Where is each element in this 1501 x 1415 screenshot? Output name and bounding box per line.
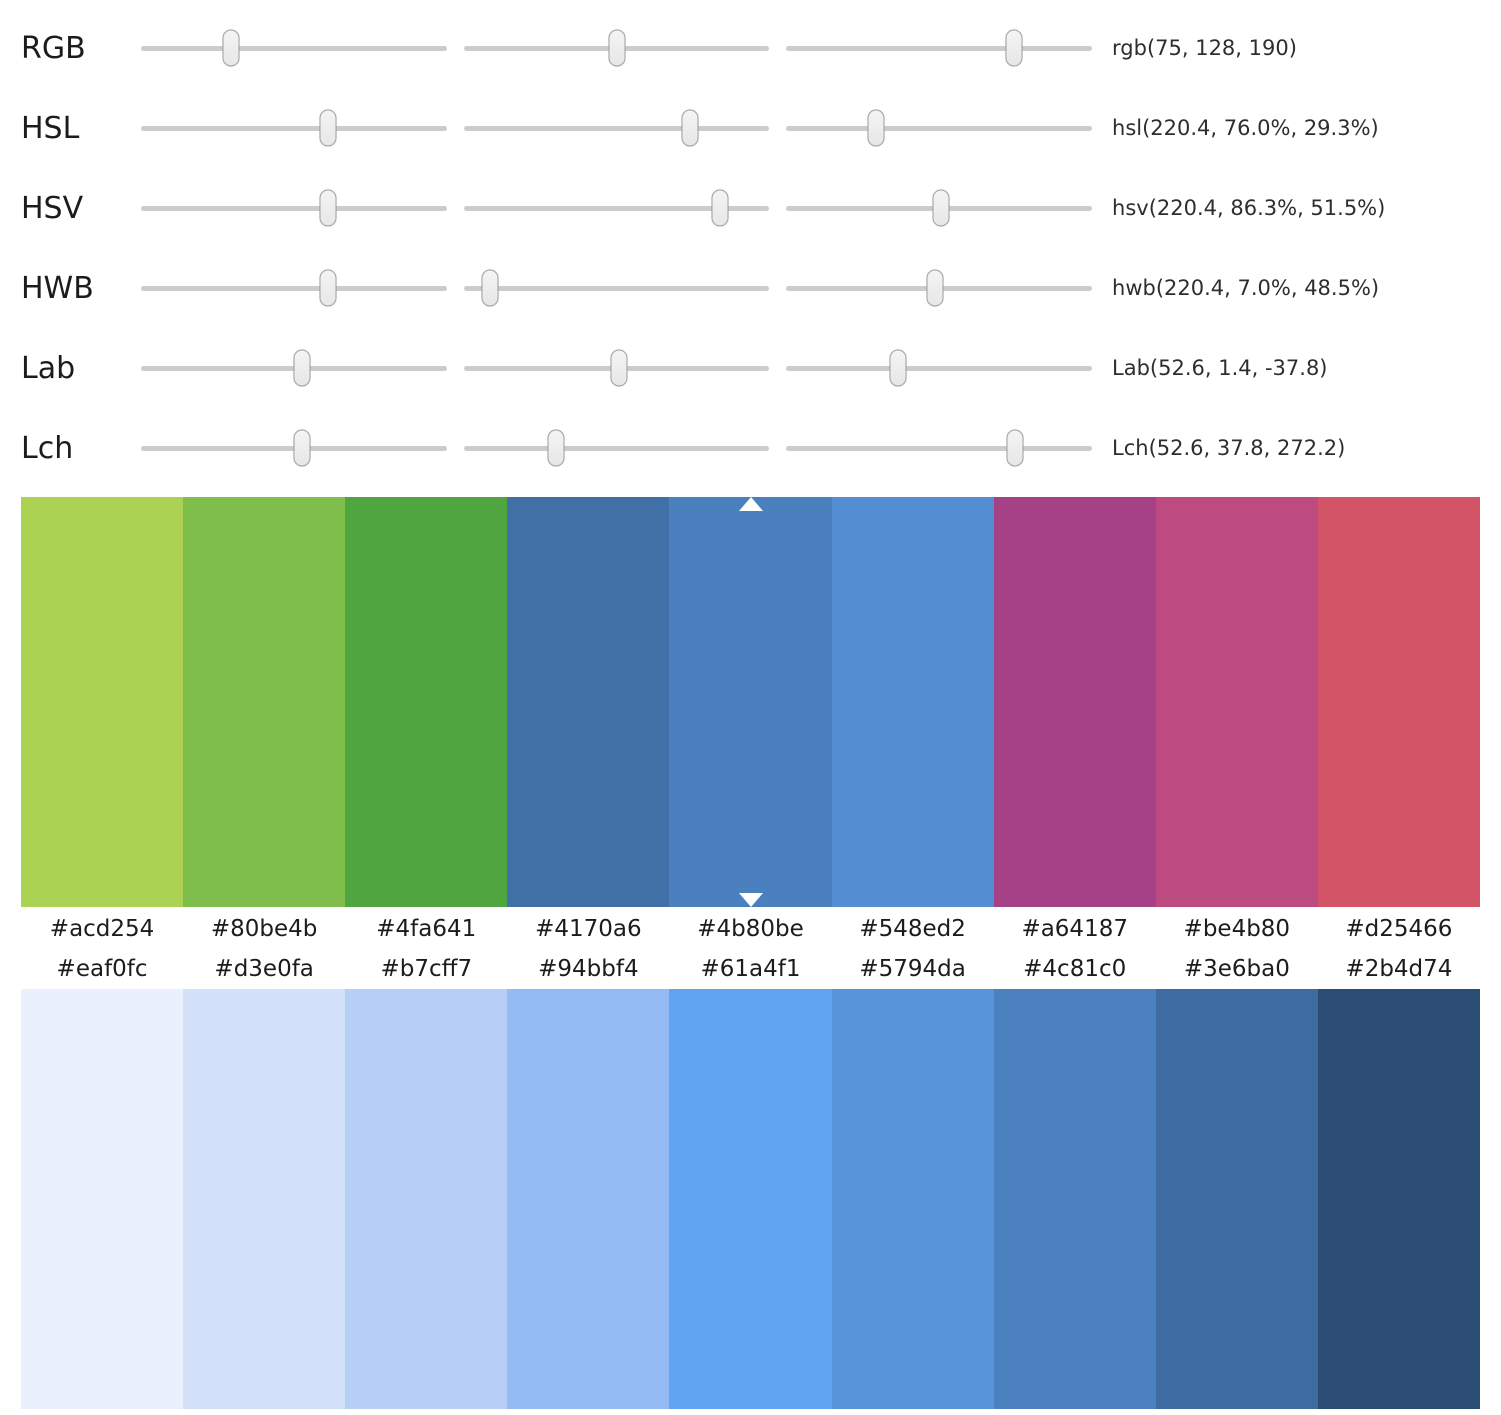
hue-hex-label-3: #4fa641 [376,916,477,942]
shade-hex-label-4: #94bbf4 [538,955,639,982]
hsl-slider-thumb-2[interactable] [681,109,699,147]
hue-swatch-3[interactable] [345,497,508,907]
hsv-slider-thumb-1[interactable] [319,189,337,227]
rgb-value-text: rgb(75, 128, 190) [1112,36,1297,60]
shade-swatch-1[interactable] [21,989,184,1410]
hsl-slider-thumb-1[interactable] [319,109,337,147]
hwb-value-text: hwb(220.4, 7.0%, 48.5%) [1112,276,1380,300]
shade-hex-label-7: #4c81c0 [1023,955,1127,982]
shade-palette-hex-labels: #eaf0fc #d3e0fa #b7cff7 #94bbf4 #61a4f1 #5794… [21,954,1480,990]
shade-swatch-9[interactable] [1317,989,1480,1410]
hwb-slider-track-1[interactable] [141,269,447,307]
rgb-slider-track-2[interactable] [463,29,770,67]
hue-hex-label-7: #a64187 [1021,916,1128,942]
hue-hex-label-6: #548ed2 [859,916,966,942]
shade-hex-label-2: #d3e0fa [214,955,314,982]
lch-value-text: Lch(52.6, 37.8, 272.2) [1112,436,1346,460]
slider-row-hsv: HSV hsv(220.4, 86.3%, 51.5%) [21,168,1480,248]
shade-palette-strip [21,989,1480,1410]
shade-hex-label-5: #61a4f1 [700,955,801,982]
shade-hex-label-9: #2b4d74 [1345,955,1453,982]
shade-hex-label-1: #eaf0fc [56,955,148,982]
slider-row-rgb: RGB rgb(75, 128, 190) [21,8,1480,88]
lab-slider-track-2[interactable] [463,349,770,387]
rgb-slider-track-3[interactable] [786,29,1093,67]
hue-swatch-4[interactable] [507,497,670,907]
hue-swatch-7[interactable] [993,497,1156,907]
shade-swatch-6[interactable] [831,989,994,1410]
shade-swatch-8[interactable] [1155,989,1318,1410]
hsl-slider-track-2[interactable] [463,109,770,147]
lch-slider-track-1[interactable] [141,429,447,467]
hue-palette-hex-labels: #acd254 #80be4b #4fa641 #4170a6 #4b80be #548e… [21,907,1480,954]
lab-slider-track-1[interactable] [141,349,447,387]
hue-hex-label-5: #4b80be [697,916,804,942]
hue-swatch-9[interactable] [1317,497,1480,907]
lch-slider-thumb-3[interactable] [1006,429,1024,467]
colorspace-label-hsl: HSL [21,110,80,146]
lab-slider-thumb-2[interactable] [610,349,628,387]
shade-swatch-2[interactable] [183,989,346,1410]
hue-swatch-1[interactable] [21,497,184,907]
shade-swatch-7[interactable] [993,989,1156,1410]
lab-value-text: Lab(52.6, 1.4, -37.8) [1112,356,1328,380]
shade-swatch-3[interactable] [345,989,508,1410]
slider-row-lch: Lch Lch(52.6, 37.8, 272.2) [21,408,1480,488]
hsl-slider-thumb-3[interactable] [867,109,885,147]
lch-slider-thumb-2[interactable] [547,429,565,467]
colorspace-label-rgb: RGB [21,30,86,66]
hsl-slider-track-3[interactable] [786,109,1093,147]
hsv-slider-track-2[interactable] [463,189,770,227]
shade-swatch-5[interactable] [669,989,832,1410]
hwb-slider-thumb-3[interactable] [926,269,944,307]
hue-swatch-5[interactable] [669,497,832,907]
hsv-slider-thumb-3[interactable] [932,189,950,227]
hsl-value-text: hsl(220.4, 76.0%, 29.3%) [1112,116,1379,140]
lab-slider-track-3[interactable] [786,349,1093,387]
lab-slider-thumb-1[interactable] [293,349,311,387]
colorspace-label-hsv: HSV [21,190,84,226]
slider-row-hsl: HSL hsl(220.4, 76.0%, 29.3%) [21,88,1480,168]
hsv-slider-track-3[interactable] [786,189,1093,227]
hwb-slider-thumb-2[interactable] [481,269,499,307]
shade-hex-label-8: #3e6ba0 [1183,955,1290,982]
hue-swatch-2[interactable] [183,497,346,907]
lch-slider-track-2[interactable] [463,429,770,467]
hue-swatch-6[interactable] [831,497,994,907]
hue-hex-label-4: #4170a6 [535,916,642,942]
hue-hex-label-2: #80be4b [210,916,318,942]
rgb-slider-thumb-1[interactable] [222,29,240,67]
hwb-slider-track-2[interactable] [463,269,770,307]
hsv-slider-track-1[interactable] [141,189,447,227]
hue-palette-strip [21,497,1480,907]
hue-hex-label-8: #be4b80 [1183,916,1291,942]
hsv-value-text: hsv(220.4, 86.3%, 51.5%) [1112,196,1386,220]
shade-hex-label-6: #5794da [859,955,966,982]
lab-slider-thumb-3[interactable] [889,349,907,387]
hsv-slider-thumb-2[interactable] [711,189,729,227]
selected-swatch-marker-top [738,497,763,511]
shade-swatch-4[interactable] [507,989,670,1410]
hwb-slider-track-3[interactable] [786,269,1093,307]
hue-swatch-8[interactable] [1155,497,1318,907]
selected-swatch-marker-bottom [738,893,763,907]
hsl-slider-track-1[interactable] [141,109,447,147]
lch-slider-track-3[interactable] [786,429,1093,467]
colorspace-label-lch: Lch [21,430,74,466]
colorspace-label-lab: Lab [21,350,76,386]
hue-hex-label-9: #d25466 [1345,916,1453,942]
colorspace-sliders-section: RGB rgb(75, 128, 190) HSL hsl(220.4, 76.0%,… [21,8,1480,488]
slider-row-hwb: HWB hwb(220.4, 7.0%, 48.5%) [21,248,1480,328]
rgb-slider-thumb-3[interactable] [1005,29,1023,67]
hue-hex-label-1: #acd254 [49,916,155,942]
colorspace-label-hwb: HWB [21,270,94,306]
rgb-slider-thumb-2[interactable] [608,29,626,67]
lch-slider-thumb-1[interactable] [293,429,311,467]
hwb-slider-thumb-1[interactable] [319,269,337,307]
shade-hex-label-3: #b7cff7 [380,955,473,982]
slider-row-lab: Lab Lab(52.6, 1.4, -37.8) [21,328,1480,408]
rgb-slider-track-1[interactable] [141,29,447,67]
